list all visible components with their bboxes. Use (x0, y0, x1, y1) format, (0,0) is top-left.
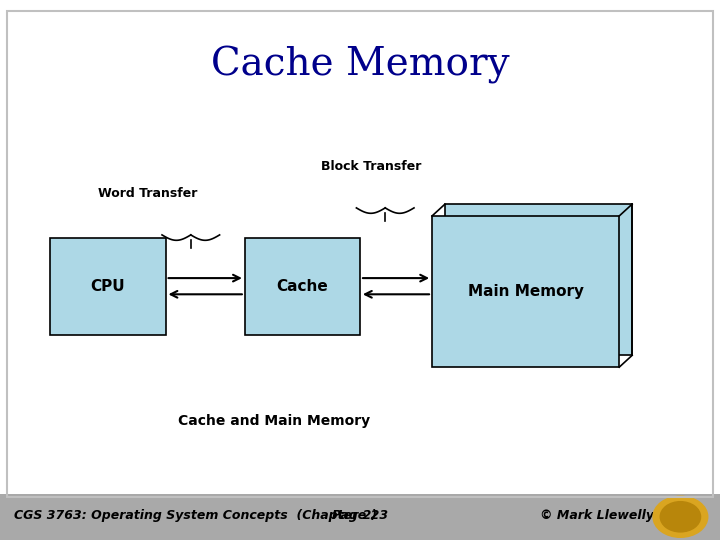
Text: CGS 3763: Operating System Concepts  (Chapter 2): CGS 3763: Operating System Concepts (Cha… (14, 509, 377, 522)
FancyBboxPatch shape (445, 204, 632, 355)
Text: CPU: CPU (91, 279, 125, 294)
Text: Cache Memory: Cache Memory (211, 46, 509, 84)
Text: Cache: Cache (276, 279, 328, 294)
FancyBboxPatch shape (432, 216, 619, 367)
FancyBboxPatch shape (50, 238, 166, 335)
Text: © Mark Llewellyn: © Mark Llewellyn (540, 509, 663, 522)
Text: Cache and Main Memory: Cache and Main Memory (178, 414, 369, 428)
Text: Main Memory: Main Memory (467, 284, 584, 299)
Text: Word Transfer: Word Transfer (98, 187, 197, 200)
FancyBboxPatch shape (245, 238, 360, 335)
Circle shape (660, 502, 701, 532)
Text: Block Transfer: Block Transfer (320, 160, 421, 173)
Text: Page 23: Page 23 (332, 509, 388, 522)
FancyBboxPatch shape (0, 494, 720, 540)
Circle shape (653, 496, 708, 537)
